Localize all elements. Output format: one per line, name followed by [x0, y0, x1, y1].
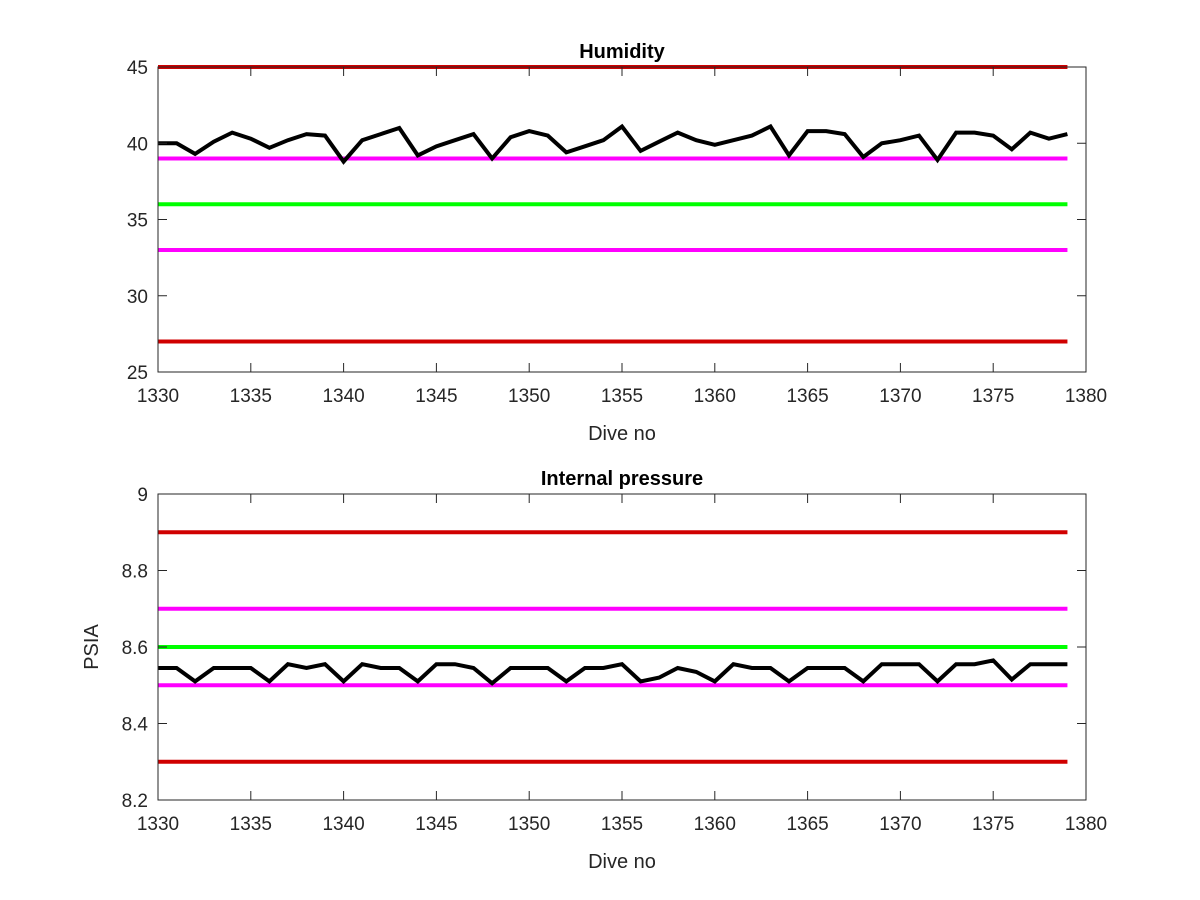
x-tick-label: 1335 [230, 814, 272, 835]
y-axis-label: PSIA [81, 624, 103, 670]
x-tick-label: 1345 [415, 386, 457, 407]
y-tick-label: 35 [127, 211, 148, 232]
x-tick-label: 1375 [972, 386, 1014, 407]
humidity-panel: 1330 1335 1340 1345 1350 1355 1360 1365 1370 1375… [127, 41, 1107, 445]
y-tick-label: 45 [127, 58, 148, 79]
x-tick-label: 1330 [137, 386, 179, 407]
x-tick-label: 1360 [694, 814, 736, 835]
y-tick-label: 40 [127, 134, 148, 155]
x-tick-label: 1335 [230, 386, 272, 407]
internal-pressure-panel: 1330 1335 1340 1345 1350 1355 1360 1365 1370 1375… [81, 468, 1107, 873]
x-tick-label: 1365 [786, 814, 828, 835]
x-tick-label: 1380 [1065, 386, 1107, 407]
x-tick-label: 1350 [508, 386, 550, 407]
x-tick-label: 1375 [972, 814, 1014, 835]
y-tick-label: 25 [127, 363, 148, 384]
x-tick-label: 1380 [1065, 814, 1107, 835]
x-axis-label: Dive no [588, 851, 656, 873]
series-line [158, 123, 1068, 165]
x-tick-label: 1355 [601, 814, 643, 835]
x-axis-label: Dive no [588, 423, 656, 445]
x-tick-label: 1330 [137, 814, 179, 835]
x-tick-label: 1345 [415, 814, 457, 835]
x-tick-label: 1360 [694, 386, 736, 407]
x-tick-label: 1340 [322, 814, 364, 835]
x-tick-label: 1340 [322, 386, 364, 407]
y-tick-label: 8.4 [122, 715, 149, 736]
y-tick-label: 9 [137, 485, 148, 506]
y-tick-label: 8.8 [122, 562, 148, 583]
y-tick-label: 30 [127, 287, 148, 308]
x-tick-label: 1355 [601, 386, 643, 407]
y-tick-label: 8.6 [122, 638, 148, 659]
x-tick-label: 1365 [786, 386, 828, 407]
y-tick-label: 8.2 [122, 791, 148, 812]
chart-title: Internal pressure [541, 468, 703, 490]
plot-area [158, 67, 1086, 372]
series-line [158, 658, 1068, 686]
x-tick-label: 1350 [508, 814, 550, 835]
x-tick-label: 1370 [879, 814, 921, 835]
chart-title: Humidity [579, 41, 665, 63]
x-tick-label: 1370 [879, 386, 921, 407]
